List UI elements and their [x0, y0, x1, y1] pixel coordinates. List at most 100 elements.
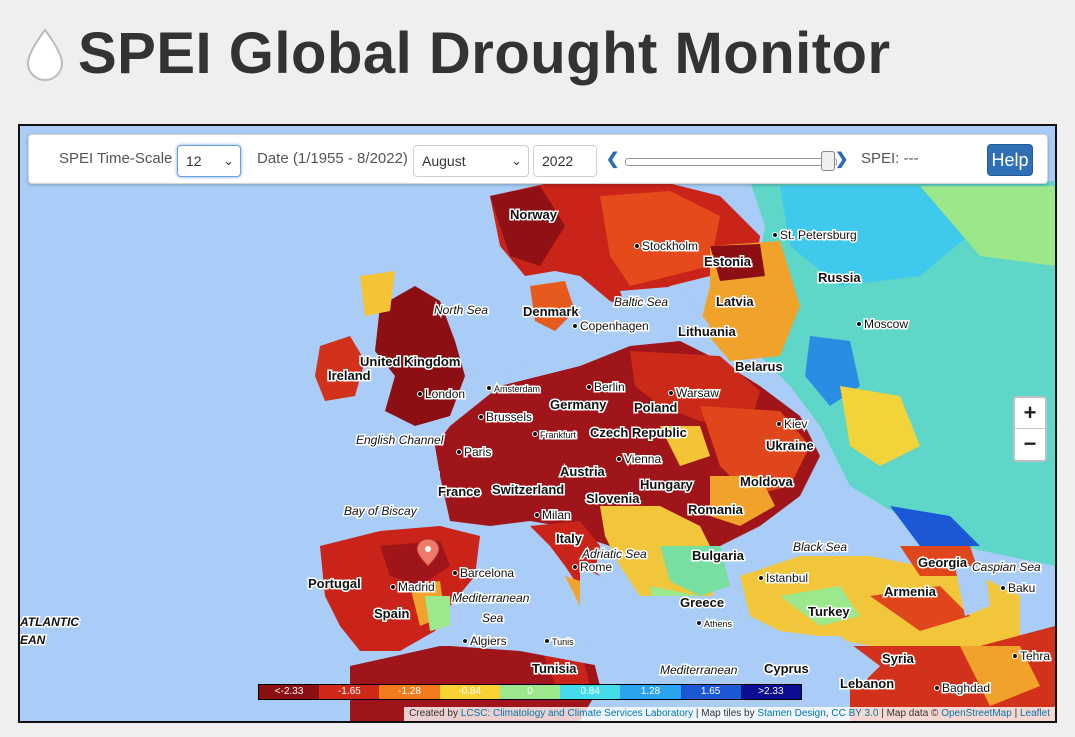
sea-label: Bay of Biscay: [344, 504, 418, 518]
city-label: Paris: [464, 445, 491, 459]
attribution-leaflet-link[interactable]: Leaflet: [1019, 708, 1050, 719]
country-label: Slovenia: [586, 491, 640, 506]
country-label: Cyprus: [764, 661, 809, 676]
sea-label: Sea: [482, 611, 504, 625]
year-value: 2022: [542, 153, 574, 169]
country-label: Ukraine: [766, 438, 814, 453]
city-label: Istanbul: [766, 571, 808, 585]
legend-item: 0: [499, 685, 561, 699]
country-label: Lithuania: [678, 324, 737, 339]
country-label: France: [438, 484, 481, 499]
city-label: Tehra: [1020, 649, 1050, 663]
country-label: Georgia: [918, 555, 968, 570]
page-title: SPEI Global Drought Monitor: [78, 21, 891, 86]
city-dot-icon: [486, 385, 492, 391]
help-button[interactable]: Help: [987, 144, 1033, 176]
location-marker-dot: [425, 546, 431, 552]
city-dot-icon: [772, 232, 778, 238]
zoom-control: + −: [1013, 396, 1047, 462]
country-label: Poland: [634, 400, 677, 415]
city-dot-icon: [390, 584, 396, 590]
attribution-osm-link[interactable]: OpenStreetMap: [941, 708, 1012, 719]
controls-bar: SPEI Time-Scale 12 ⌄ Date (1/1955 - 8/20…: [28, 134, 1048, 184]
attribution-stamen-link[interactable]: Stamen Design: [757, 708, 826, 719]
city-dot-icon: [776, 421, 782, 427]
date-slider-handle[interactable]: [821, 151, 836, 171]
city-dot-icon: [856, 321, 862, 327]
country-label: Lebanon: [840, 676, 894, 691]
city-label: Brussels: [486, 410, 532, 424]
city-dot-icon: [532, 431, 538, 437]
country-label: Portugal: [308, 576, 361, 591]
city-dot-icon: [934, 685, 940, 691]
attribution-sep: |: [1014, 708, 1018, 719]
ocean-label: EAN: [20, 633, 46, 647]
location-marker-icon[interactable]: [416, 538, 440, 567]
city-label: Milan: [542, 508, 571, 522]
attribution-data-text: | Map data ©: [881, 708, 939, 719]
city-dot-icon: [616, 456, 622, 462]
timescale-select[interactable]: 12 ⌄: [177, 145, 241, 177]
country-label: Hungary: [640, 477, 694, 492]
country-label: Belarus: [735, 359, 783, 374]
sea-label: Mediterranean: [660, 663, 738, 677]
attribution-created-by: Created by: [409, 708, 458, 719]
city-label: Vienna: [624, 452, 661, 466]
country-label: Ireland: [328, 368, 371, 383]
year-input[interactable]: 2022: [533, 145, 597, 177]
attribution-lab-link[interactable]: LCSC: Climatology and Climate Services L…: [460, 708, 694, 719]
drought-map[interactable]: Norway Estonia Russia Latvia Denmark Lithuani…: [20, 126, 1055, 721]
map-attribution: Created by LCSC: Climatology and Climate…: [404, 707, 1055, 721]
country-label: Denmark: [523, 304, 579, 319]
timescale-value: 12: [186, 153, 202, 169]
date-slider[interactable]: [625, 158, 837, 166]
city-dot-icon: [634, 243, 640, 249]
city-dot-icon: [478, 414, 484, 420]
city-label: Copenhagen: [580, 319, 649, 333]
country-label: Switzerland: [492, 482, 564, 497]
city-dot-icon: [572, 564, 578, 570]
ocean-label: ATLANTIC: [20, 615, 79, 629]
legend-item: >2.33: [740, 685, 801, 699]
city-label: Algiers: [470, 634, 507, 648]
water-drop-icon: [26, 28, 64, 82]
attribution-cc-link[interactable]: CC BY 3.0: [831, 708, 879, 719]
city-label: Baghdad: [942, 681, 990, 695]
chevron-right-icon[interactable]: ❯: [835, 151, 849, 168]
city-dot-icon: [1000, 585, 1006, 591]
month-value: August: [422, 153, 466, 169]
city-label: Kiev: [784, 417, 807, 431]
zoom-in-button[interactable]: +: [1015, 398, 1045, 429]
chevron-left-icon[interactable]: ❮: [606, 151, 620, 168]
city-label: Amsterdam: [494, 384, 540, 394]
legend-item: 1.28: [620, 685, 681, 699]
sea-label: English Channel: [356, 433, 444, 447]
city-label: Tunis: [552, 637, 574, 647]
legend-item: -1.65: [319, 685, 380, 699]
zoom-out-button[interactable]: −: [1023, 431, 1037, 456]
page-header: SPEI Global Drought Monitor: [18, 10, 1058, 102]
spei-legend: <-2.33 -1.65 -1.28 -0.84 0 0.84 1.28 1.65 >2.33: [258, 684, 802, 700]
country-label: Moldova: [740, 474, 793, 489]
country-label: Greece: [680, 595, 724, 610]
city-dot-icon: [417, 391, 423, 397]
country-label: Armenia: [884, 584, 937, 599]
city-dot-icon: [572, 323, 578, 329]
city-label: Frankfurt: [540, 430, 577, 440]
country-label: Estonia: [704, 254, 752, 269]
country-label: Norway: [510, 207, 558, 222]
map-container[interactable]: Norway Estonia Russia Latvia Denmark Lithuani…: [18, 124, 1057, 723]
sea-label: Mediterranean: [452, 591, 530, 605]
city-label: Stockholm: [642, 239, 698, 253]
city-label: London: [425, 387, 465, 401]
city-label: Rome: [580, 560, 612, 574]
city-dot-icon: [462, 638, 468, 644]
city-dot-icon: [1012, 653, 1018, 659]
city-dot-icon: [758, 575, 764, 581]
country-label: Turkey: [808, 604, 850, 619]
country-label: Romania: [688, 502, 744, 517]
legend-item: 1.65: [680, 685, 741, 699]
legend-item: -1.28: [379, 685, 440, 699]
month-select[interactable]: August ⌄: [413, 145, 529, 177]
country-label: Germany: [550, 397, 607, 412]
